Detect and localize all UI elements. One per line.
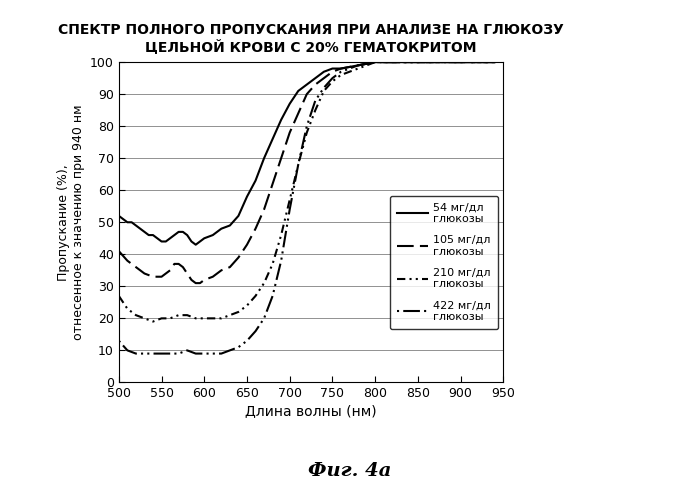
Y-axis label: Пропускание (%),
отнесенное к значению при 940 нм: Пропускание (%), отнесенное к значению п…	[57, 105, 85, 340]
X-axis label: Длина волны (нм): Длина волны (нм)	[245, 404, 377, 418]
Legend: 54 мг/дл
глюкозы, 105 мг/дл
глюкозы, 210 мг/дл
глюкозы, 422 мг/дл
глюкозы: 54 мг/дл глюкозы, 105 мг/дл глюкозы, 210…	[390, 196, 498, 329]
Text: Фиг. 4а: Фиг. 4а	[308, 462, 391, 478]
Title: СПЕКТР ПОЛНОГО ПРОПУСКАНИЯ ПРИ АНАЛИЗЕ НА ГЛЮКОЗУ
ЦЕЛЬНОЙ КРОВИ С 20% ГЕМАТОКРИТ: СПЕКТР ПОЛНОГО ПРОПУСКАНИЯ ПРИ АНАЛИЗЕ Н…	[58, 22, 564, 54]
